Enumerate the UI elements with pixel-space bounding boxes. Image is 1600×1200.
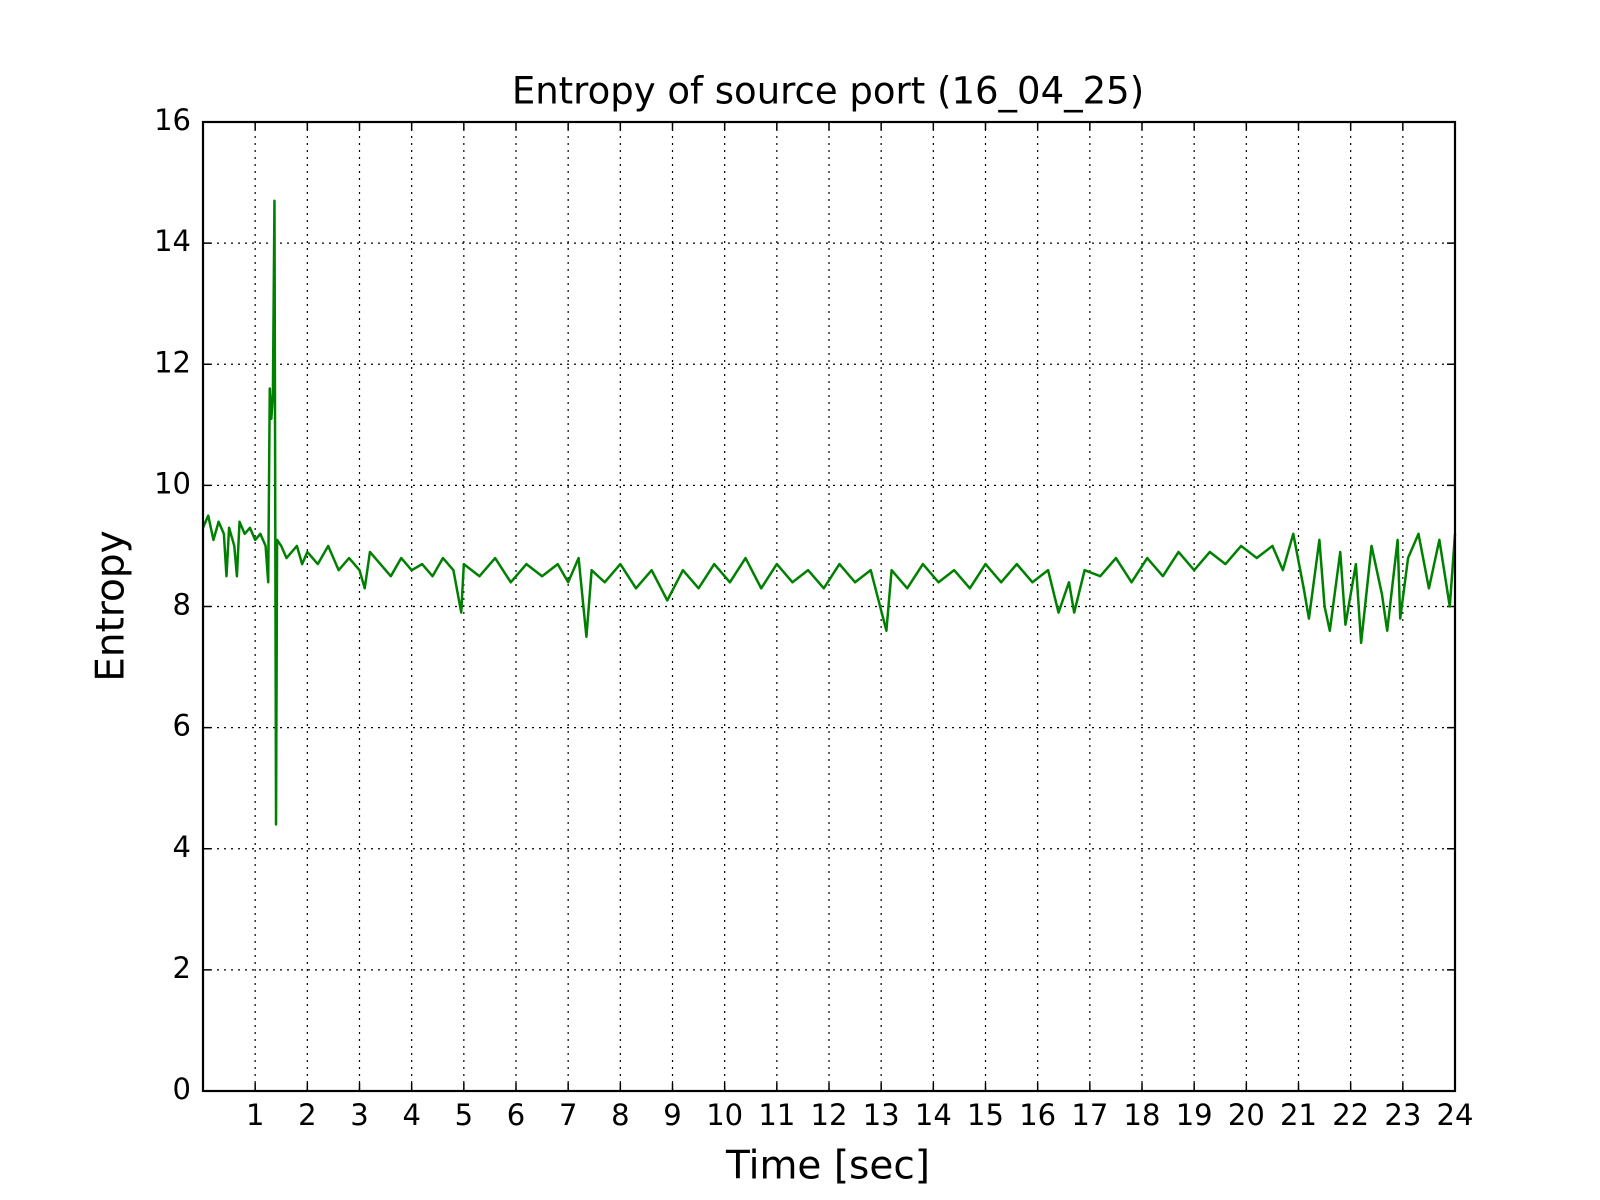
y-tick-label: 10 (154, 466, 191, 500)
x-tick-label: 14 (915, 1098, 952, 1132)
x-tick-label: 16 (1019, 1098, 1056, 1132)
x-axis-label: Time [sec] (725, 1144, 930, 1189)
x-tick-label: 3 (350, 1098, 368, 1132)
x-tick-label: 17 (1071, 1098, 1108, 1132)
y-tick-label: 14 (154, 224, 191, 258)
x-tick-label: 7 (559, 1098, 577, 1132)
y-tick-label: 0 (173, 1072, 191, 1106)
y-tick-label: 4 (173, 830, 191, 864)
x-tick-label: 21 (1280, 1098, 1317, 1132)
x-tick-label: 10 (706, 1098, 743, 1132)
x-tick-label: 24 (1437, 1098, 1474, 1132)
x-tick-label: 12 (811, 1098, 848, 1132)
plot-frame (201, 120, 1457, 1093)
chart-title: Entropy of source port (16_04_25) (512, 70, 1144, 113)
x-tick-label: 6 (507, 1098, 525, 1132)
y-tick-label: 6 (173, 709, 191, 743)
data-line (201, 199, 1457, 826)
x-tick-label: 5 (455, 1098, 473, 1132)
x-tick-label: 20 (1228, 1098, 1265, 1132)
y-axis-label: Entropy (89, 530, 134, 682)
x-tick-label: 19 (1176, 1098, 1213, 1132)
x-tick-label: 23 (1384, 1098, 1421, 1132)
x-tick-label: 1 (246, 1098, 264, 1132)
y-tick-label: 12 (154, 345, 191, 379)
y-tick-label: 8 (173, 588, 191, 622)
x-tick-label: 8 (611, 1098, 629, 1132)
y-tick-label: 16 (154, 103, 191, 137)
x-tick-label: 13 (863, 1098, 900, 1132)
x-tick-label: 15 (967, 1098, 1004, 1132)
x-tick-label: 2 (298, 1098, 316, 1132)
x-tick-label: 22 (1332, 1098, 1369, 1132)
x-tick-label: 4 (402, 1098, 420, 1132)
x-tick-label: 11 (758, 1098, 795, 1132)
y-tick-label: 2 (173, 951, 191, 985)
x-tick-label: 9 (663, 1098, 681, 1132)
x-tick-label: 18 (1124, 1098, 1161, 1132)
